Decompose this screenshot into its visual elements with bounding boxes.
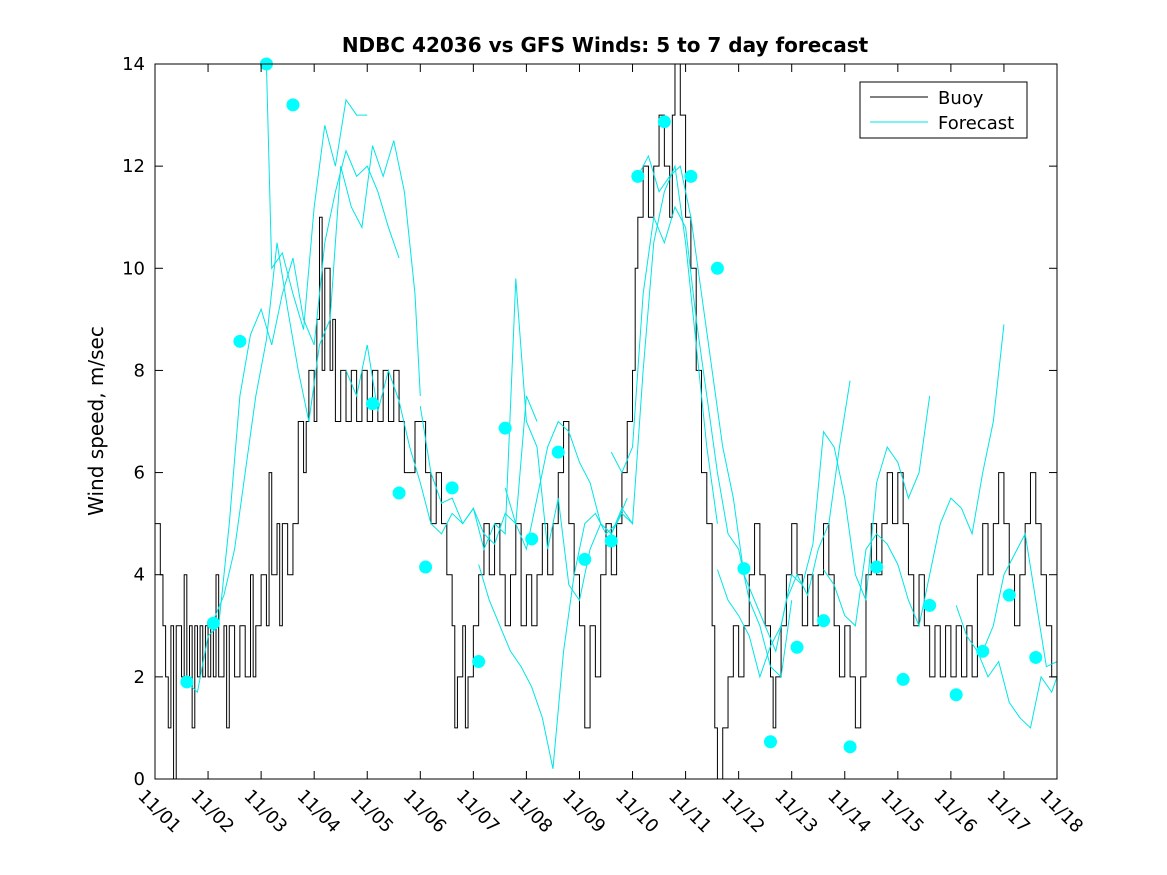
forecast-marker xyxy=(923,598,937,612)
y-tick-label: 12 xyxy=(122,156,145,177)
forecast-marker xyxy=(896,672,910,686)
legend: Buoy Forecast xyxy=(859,81,1028,139)
forecast-series-line-5 xyxy=(419,278,633,602)
forecast-marker xyxy=(419,560,433,574)
forecast-marker xyxy=(737,562,751,576)
forecast-marker xyxy=(710,261,724,275)
forecast-series-line-3 xyxy=(265,64,368,330)
forecast-marker xyxy=(976,644,990,658)
y-tick-label: 2 xyxy=(134,667,145,688)
forecast-marker xyxy=(631,169,645,183)
buoy-series-line xyxy=(155,64,1057,779)
forecast-marker xyxy=(525,532,539,546)
forecast-series-line-4 xyxy=(345,344,538,545)
axes-box xyxy=(154,63,1058,780)
forecast-marker xyxy=(763,735,777,749)
forecast-marker xyxy=(286,98,300,112)
forecast-marker xyxy=(657,115,671,129)
legend-box xyxy=(859,81,1028,139)
forecast-series-line-11 xyxy=(823,324,1005,628)
legend-buoy-label: Buoy xyxy=(938,88,984,109)
forecast-marker xyxy=(498,421,512,435)
forecast-series-line-8 xyxy=(610,205,793,678)
forecast-marker xyxy=(180,675,194,689)
y-tick-label: 4 xyxy=(134,565,145,586)
forecast-series-line-10 xyxy=(716,395,931,679)
forecast-marker xyxy=(445,481,459,495)
forecast-marker xyxy=(1029,650,1043,664)
forecast-marker xyxy=(1002,588,1016,602)
y-tick-label: 0 xyxy=(134,769,145,790)
y-axis-label: Wind speed, m/sec xyxy=(84,326,108,516)
y-tick-label: 10 xyxy=(122,258,145,279)
y-tick-label: 6 xyxy=(134,463,145,484)
forecast-marker xyxy=(472,655,486,669)
forecast-marker xyxy=(578,552,592,566)
forecast-marker xyxy=(949,688,963,702)
forecast-series-line-7 xyxy=(504,164,718,551)
forecast-marker xyxy=(392,486,406,500)
forecast-marker xyxy=(233,334,247,348)
forecast-series-line-6 xyxy=(478,497,628,769)
chart-title: NDBC 42036 vs GFS Winds: 5 to 7 day fore… xyxy=(342,33,869,57)
forecast-marker xyxy=(206,616,220,630)
legend-forecast-label: Forecast xyxy=(938,113,1014,134)
forecast-marker xyxy=(684,169,698,183)
forecast-marker xyxy=(790,640,804,654)
forecast-series-line-12 xyxy=(955,605,1057,729)
forecast-marker xyxy=(604,534,618,548)
forecast-series-line-1 xyxy=(186,149,400,694)
y-tick-label: 14 xyxy=(122,54,145,75)
y-tick-label: 8 xyxy=(134,360,145,381)
forecast-marker xyxy=(843,740,857,754)
forecast-series-line-13 xyxy=(982,532,1057,668)
forecast-marker xyxy=(870,560,884,574)
forecast-marker xyxy=(366,397,380,411)
forecast-marker xyxy=(551,445,565,459)
forecast-series-line-2 xyxy=(212,140,421,621)
forecast-marker xyxy=(817,614,831,628)
